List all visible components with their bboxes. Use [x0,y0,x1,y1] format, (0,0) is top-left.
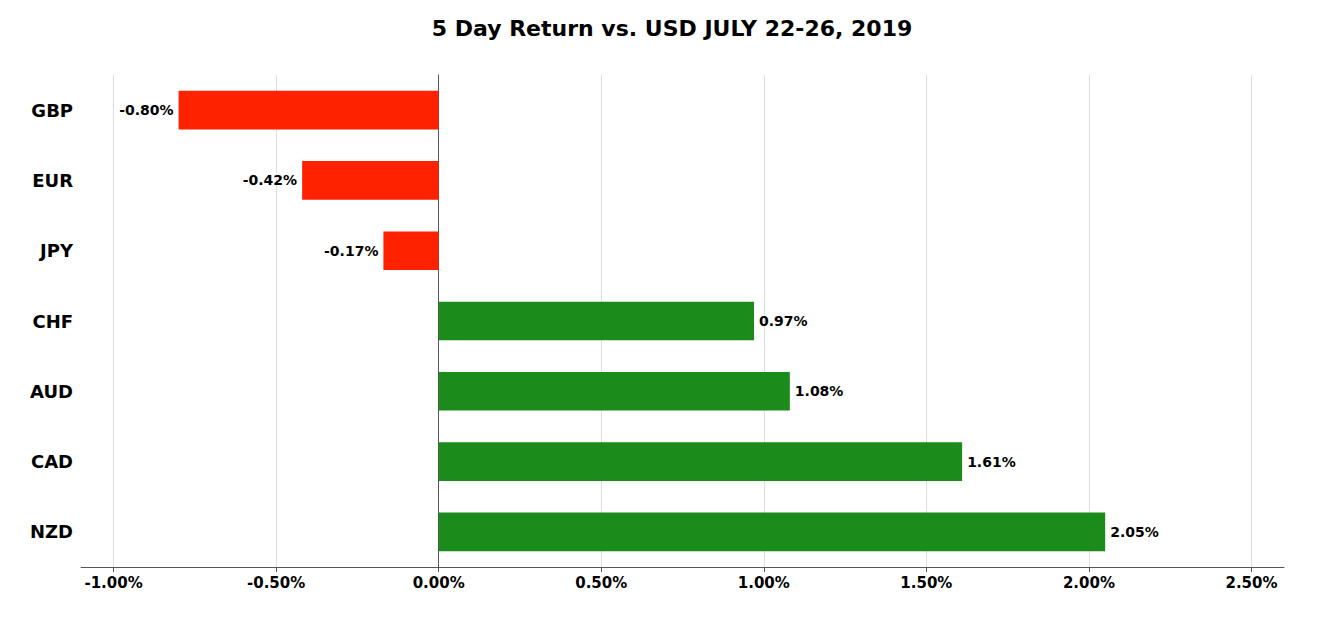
svg-text:CAD: CAD [31,451,73,472]
svg-text:1.61%: 1.61% [967,454,1016,470]
svg-text:2.50%: 2.50% [1225,574,1277,592]
svg-text:-0.80%: -0.80% [119,102,173,118]
svg-text:AUD: AUD [30,381,73,402]
svg-text:0.50%: 0.50% [575,574,627,592]
svg-text:5 Day Return vs. USD JULY 22-2: 5 Day Return vs. USD JULY 22-26, 2019 [432,16,913,41]
svg-text:1.00%: 1.00% [738,574,790,592]
svg-text:-0.42%: -0.42% [243,172,297,188]
svg-text:NZD: NZD [30,521,73,542]
svg-text:1.50%: 1.50% [900,574,952,592]
svg-text:-1.00%: -1.00% [84,574,142,592]
svg-text:0.00%: 0.00% [413,574,465,592]
svg-text:-0.50%: -0.50% [247,574,305,592]
svg-text:GBP: GBP [31,100,73,121]
svg-text:CHF: CHF [32,311,73,332]
svg-text:2.00%: 2.00% [1063,574,1115,592]
svg-text:EUR: EUR [32,170,73,191]
svg-text:0.97%: 0.97% [759,313,808,329]
svg-text:1.08%: 1.08% [795,383,844,399]
svg-text:-0.17%: -0.17% [324,243,378,259]
svg-text:JPY: JPY [38,240,74,261]
svg-text:2.05%: 2.05% [1110,524,1159,540]
